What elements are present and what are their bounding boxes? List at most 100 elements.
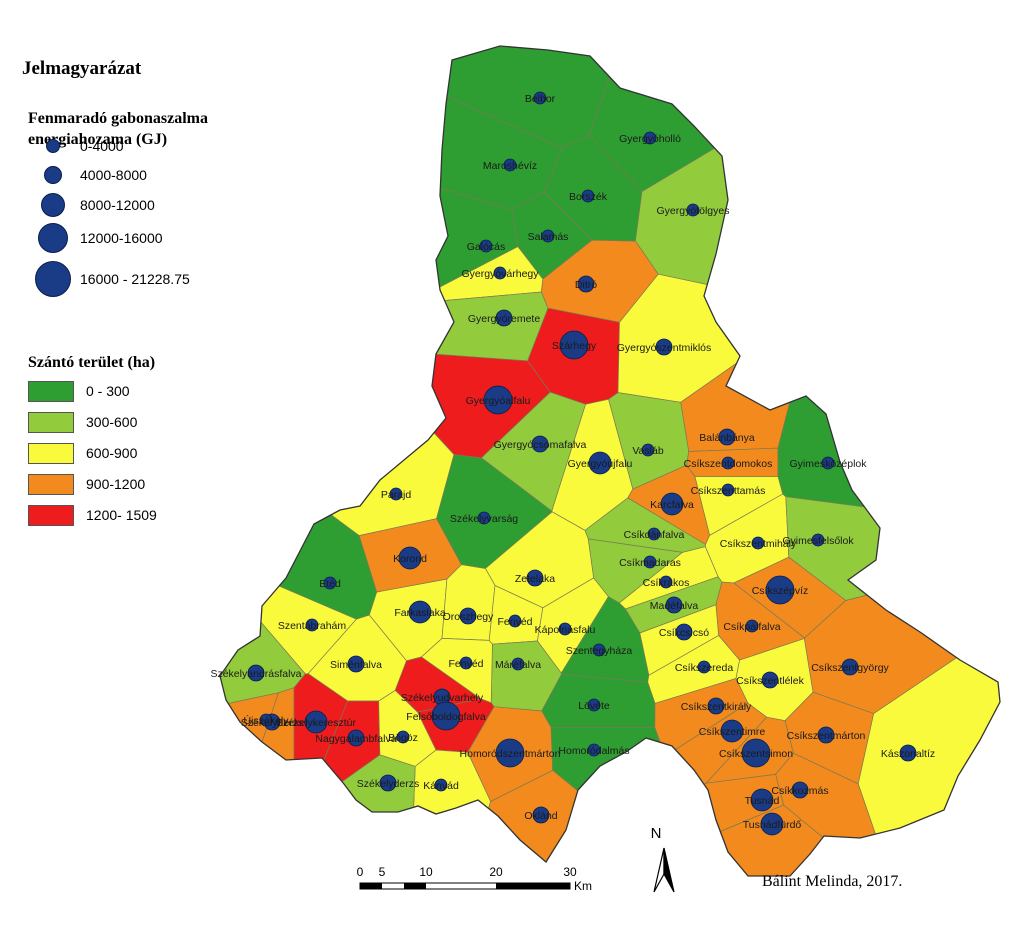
place-label: Csíkmadaras	[619, 557, 681, 569]
energy-symbol	[899, 744, 917, 762]
energy-symbol	[750, 788, 774, 812]
area-swatch	[28, 380, 74, 402]
energy-symbol	[592, 643, 606, 657]
place-label: Siménfalva	[330, 659, 382, 671]
scale-tick-label: 20	[489, 865, 503, 879]
energy-symbol	[379, 774, 397, 792]
energy-symbol-icon	[38, 223, 68, 253]
legend-title: Jelmagyarázat	[22, 58, 142, 79]
energy-symbol	[526, 569, 544, 587]
place-label: Gyergyóújfalu	[568, 458, 633, 470]
energy-symbol	[398, 546, 422, 570]
area-class-4: 900-1200	[28, 473, 145, 495]
place-label: Oklánd	[524, 810, 557, 822]
place-label: Homoródszentmárton	[460, 748, 561, 760]
place-label: Tusnádfürdő	[743, 819, 802, 831]
energy-symbol	[721, 456, 735, 470]
energy-symbol	[760, 812, 784, 836]
place-label: Tusnád	[745, 795, 780, 807]
place-label: Kányád	[423, 780, 459, 792]
place-label: Gyergyótölgyes	[657, 205, 730, 217]
scale-unit: Km	[574, 879, 592, 893]
energy-symbol	[508, 614, 522, 628]
municipality-area	[777, 195, 1000, 528]
energy-symbol	[431, 701, 461, 731]
place-label: Újszékely	[244, 714, 290, 727]
energy-symbol	[721, 483, 735, 497]
energy-symbol	[675, 623, 693, 641]
place-label: Csíkszereda	[675, 662, 734, 674]
area-class-label: 0 - 300	[86, 383, 130, 399]
place-label: Homoródalmás	[558, 745, 629, 757]
energy-symbol	[811, 533, 825, 547]
place-label: Csíkpálfalva	[723, 621, 780, 633]
energy-symbol	[587, 743, 601, 757]
energy-class-label: 12000-16000	[80, 230, 163, 246]
place-label: Csíkkozmás	[771, 785, 828, 797]
place-label: Csíkszenttamás	[691, 485, 766, 497]
place-label: Nagygalambfalva	[315, 733, 396, 745]
energy-symbol	[655, 338, 673, 356]
credit-text: Bálint Melinda, 2017.	[762, 873, 903, 890]
area-legend-title: Szántó terület (ha)	[28, 354, 156, 371]
place-label: Gyergyószentmiklós	[617, 342, 712, 354]
energy-symbol	[720, 719, 744, 743]
place-label: Csíkcsicsó	[659, 627, 709, 639]
municipality-area	[441, 564, 496, 641]
area-class-1: 0 - 300	[28, 380, 130, 402]
energy-class-5: 16000 - 21228.75	[30, 261, 190, 297]
energy-symbol	[761, 671, 779, 689]
energy-symbol	[323, 576, 337, 590]
energy-symbol	[493, 266, 507, 280]
place-label: Etéd	[319, 578, 341, 590]
area-swatch	[28, 504, 74, 526]
energy-symbol	[459, 607, 477, 625]
place-label: Szentábrahám	[278, 620, 347, 632]
energy-class-2: 4000-8000	[30, 160, 147, 190]
energy-symbol	[791, 781, 809, 799]
energy-symbol-icon	[46, 139, 60, 153]
energy-symbol	[751, 536, 765, 550]
energy-symbol	[559, 330, 589, 360]
place-label: Lövéte	[578, 700, 610, 712]
energy-symbol	[347, 729, 365, 747]
energy-symbol	[304, 710, 328, 734]
place-label: Csíkszentmihály	[720, 538, 797, 550]
energy-symbol	[577, 275, 595, 293]
energy-legend-title: Fenmaradó gabonaszalma energiahozama (GJ…	[28, 110, 208, 148]
place-label: Felsőboldogfalva	[406, 711, 486, 723]
municipality-area	[318, 291, 549, 362]
energy-symbol	[479, 239, 493, 253]
energy-symbol	[396, 730, 410, 744]
energy-symbol	[745, 619, 759, 633]
energy-symbol	[697, 660, 711, 674]
energy-symbol	[707, 697, 725, 715]
energy-symbol	[503, 158, 517, 172]
place-label: Kászonaltíz	[881, 748, 935, 760]
place-label: Csíkszentsimon	[719, 748, 793, 760]
energy-symbol	[541, 229, 555, 243]
energy-symbol	[686, 203, 700, 217]
place-label: Szárhegy	[552, 340, 597, 352]
energy-symbol	[511, 657, 525, 671]
municipality-area	[220, 379, 378, 620]
scale-tick-label: 30	[563, 865, 577, 879]
place-label: Csíkrákos	[643, 577, 690, 589]
area-swatch	[28, 473, 74, 495]
energy-symbol	[495, 738, 525, 768]
place-label: Karcfalva	[650, 499, 694, 511]
place-label: Balánbánya	[699, 432, 755, 444]
place-label: Székelykeresztúr	[276, 717, 356, 729]
energy-symbol	[531, 435, 549, 453]
area-swatch	[28, 411, 74, 433]
place-label: Borszék	[569, 191, 608, 203]
place-label: Csíkszentdomokos	[684, 458, 773, 470]
energy-symbol	[483, 385, 513, 415]
energy-symbol	[477, 511, 491, 525]
place-label: Salamás	[528, 231, 569, 243]
place-label: Csíkszépvíz	[752, 585, 809, 597]
area-class-label: 300-600	[86, 414, 138, 430]
area-class-5: 1200- 1509	[28, 504, 157, 526]
